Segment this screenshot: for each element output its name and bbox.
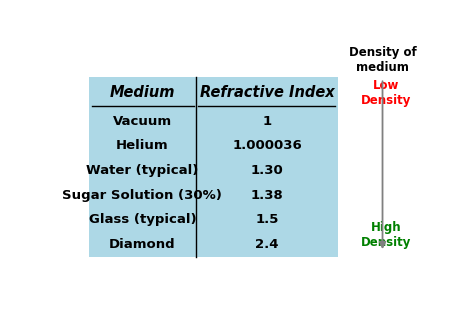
Text: Glass (typical): Glass (typical)	[89, 213, 196, 226]
Text: 2.4: 2.4	[255, 238, 279, 251]
Text: Vacuum: Vacuum	[113, 115, 172, 128]
Text: Water (typical): Water (typical)	[86, 164, 199, 177]
Text: Medium: Medium	[109, 85, 175, 100]
Text: 1.30: 1.30	[251, 164, 283, 177]
Text: 1: 1	[263, 115, 272, 128]
Text: Sugar Solution (30%): Sugar Solution (30%)	[63, 189, 222, 202]
Text: 1.000036: 1.000036	[232, 139, 302, 152]
Text: Density of
medium: Density of medium	[349, 46, 416, 75]
Text: Refractive Index: Refractive Index	[200, 85, 335, 100]
Text: Helium: Helium	[116, 139, 169, 152]
Text: 1.38: 1.38	[251, 189, 283, 202]
Text: Low
Density: Low Density	[361, 79, 411, 107]
Text: Diamond: Diamond	[109, 238, 176, 251]
Text: 1.5: 1.5	[255, 213, 279, 226]
Text: High
Density: High Density	[361, 221, 411, 249]
FancyBboxPatch shape	[89, 77, 338, 257]
